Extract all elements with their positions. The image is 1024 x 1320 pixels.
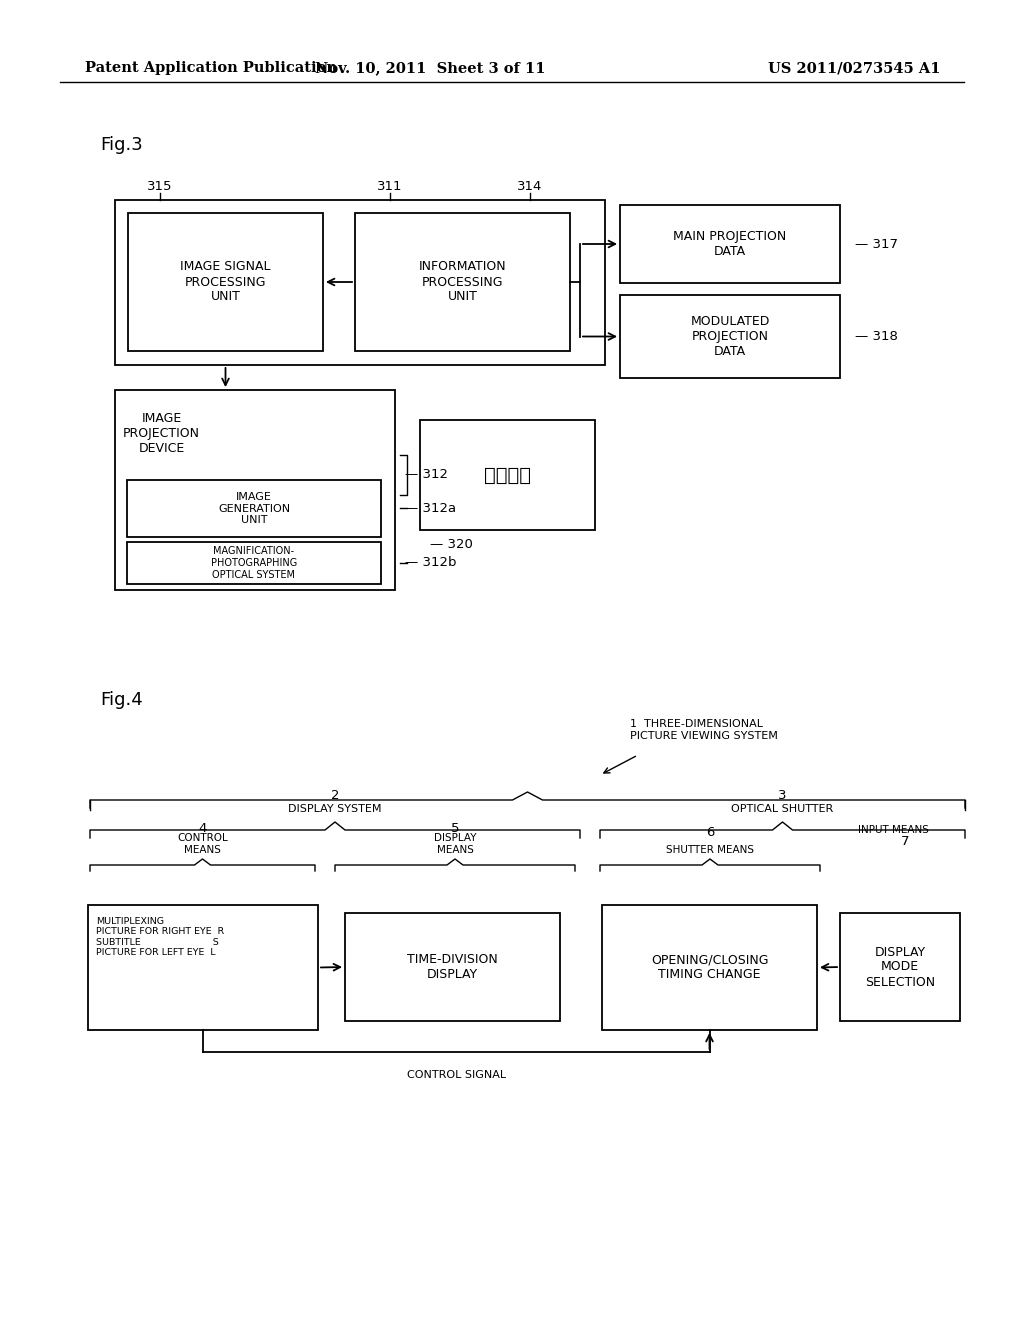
Bar — [128, 213, 323, 351]
Bar — [355, 213, 570, 351]
Text: 2: 2 — [331, 789, 339, 803]
Text: 4: 4 — [199, 822, 207, 836]
Bar — [115, 389, 395, 590]
Text: Fig.3: Fig.3 — [100, 136, 142, 154]
Bar — [127, 480, 381, 537]
Text: 315: 315 — [147, 180, 173, 193]
Text: DISPLAY
MEANS: DISPLAY MEANS — [434, 833, 476, 855]
Text: MAIN PROJECTION
DATA: MAIN PROJECTION DATA — [674, 230, 786, 257]
Text: US 2011/0273545 A1: US 2011/0273545 A1 — [768, 61, 940, 75]
Text: CONTROL
MEANS: CONTROL MEANS — [177, 833, 228, 855]
Text: — 318: — 318 — [855, 330, 898, 343]
Text: 314: 314 — [517, 180, 543, 193]
Text: DISPLAY SYSTEM: DISPLAY SYSTEM — [288, 804, 382, 814]
Text: MODULATED
PROJECTION
DATA: MODULATED PROJECTION DATA — [690, 315, 770, 358]
Text: — 312: — 312 — [406, 469, 449, 482]
Text: 3: 3 — [778, 789, 786, 803]
Text: INFORMATION
PROCESSING
UNIT: INFORMATION PROCESSING UNIT — [419, 260, 506, 304]
Bar — [115, 201, 605, 366]
Text: IMAGE SIGNAL
PROCESSING
UNIT: IMAGE SIGNAL PROCESSING UNIT — [180, 260, 270, 304]
Text: Nov. 10, 2011  Sheet 3 of 11: Nov. 10, 2011 Sheet 3 of 11 — [314, 61, 545, 75]
Bar — [88, 906, 318, 1030]
Text: MAGNIFICATION-
PHOTOGRAPHING
OPTICAL SYSTEM: MAGNIFICATION- PHOTOGRAPHING OPTICAL SYS… — [211, 546, 297, 579]
Text: SHUTTER MEANS: SHUTTER MEANS — [666, 845, 754, 855]
Text: 7: 7 — [901, 836, 909, 847]
Text: — 312a: — 312a — [406, 502, 456, 515]
Bar — [602, 906, 817, 1030]
Text: MULTIPLEXING
PICTURE FOR RIGHT EYE  R
SUBTITLE                        S
PICTURE : MULTIPLEXING PICTURE FOR RIGHT EYE R SUB… — [96, 917, 224, 957]
Text: OPTICAL SHUTTER: OPTICAL SHUTTER — [731, 804, 834, 814]
Bar — [620, 294, 840, 378]
Bar — [420, 420, 595, 531]
Text: 311: 311 — [377, 180, 402, 193]
Text: DISPLAY
MODE
SELECTION: DISPLAY MODE SELECTION — [865, 945, 935, 989]
Text: 5: 5 — [451, 822, 459, 836]
Text: — 320: — 320 — [430, 539, 473, 552]
Text: — 317: — 317 — [855, 238, 898, 251]
Text: IMAGE
PROJECTION
DEVICE: IMAGE PROJECTION DEVICE — [123, 412, 200, 455]
Bar — [840, 913, 961, 1020]
Text: 1  THREE-DIMENSIONAL
PICTURE VIEWING SYSTEM: 1 THREE-DIMENSIONAL PICTURE VIEWING SYST… — [630, 719, 778, 741]
Text: OPENING/CLOSING
TIMING CHANGE: OPENING/CLOSING TIMING CHANGE — [650, 953, 768, 982]
Text: Fig.4: Fig.4 — [100, 690, 142, 709]
Text: INPUT MEANS: INPUT MEANS — [857, 825, 929, 836]
Bar — [127, 543, 381, 583]
Text: CONTROL SIGNAL: CONTROL SIGNAL — [407, 1071, 506, 1080]
Bar — [345, 913, 560, 1020]
Text: TIME-DIVISION
DISPLAY: TIME-DIVISION DISPLAY — [408, 953, 498, 981]
Bar — [620, 205, 840, 282]
Text: 6: 6 — [706, 826, 714, 840]
Text: IMAGE
GENERATION
UNIT: IMAGE GENERATION UNIT — [218, 492, 290, 525]
Text: 偏光眼鏡: 偏光眼鏡 — [484, 466, 531, 484]
Text: — 312b: — 312b — [406, 557, 457, 569]
Text: Patent Application Publication: Patent Application Publication — [85, 61, 337, 75]
